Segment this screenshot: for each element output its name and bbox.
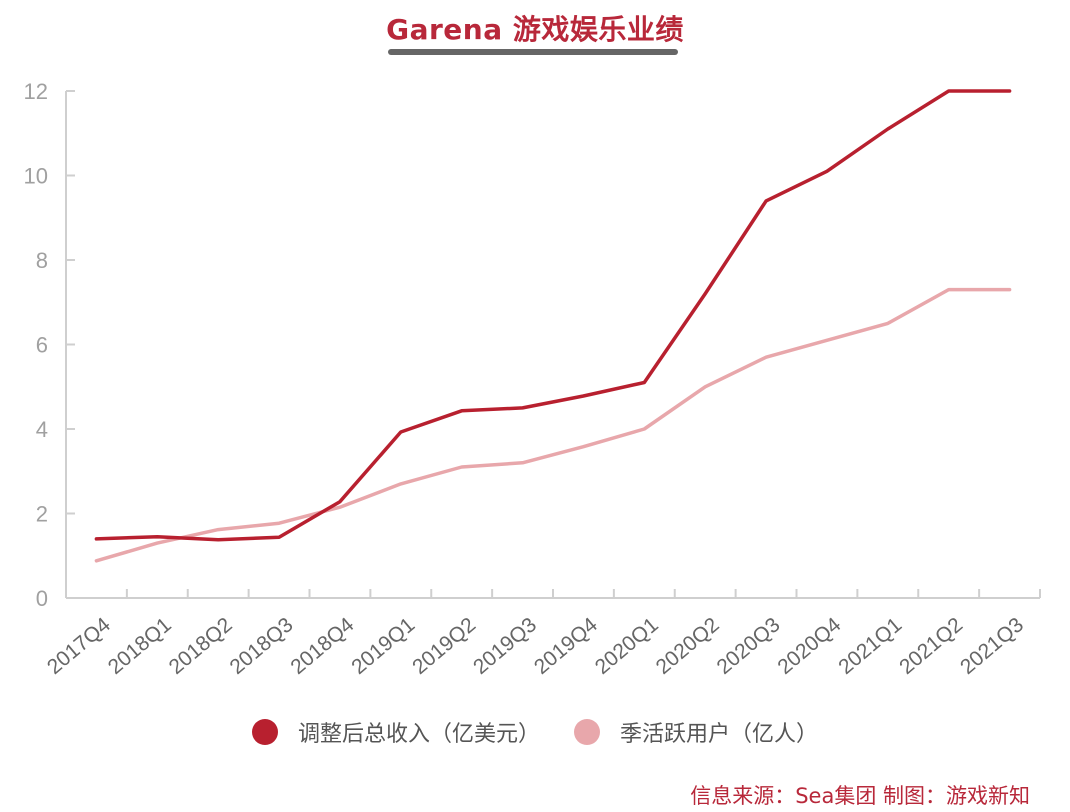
x-tick-label: 2018Q2 [165, 613, 237, 679]
x-tick-label: 2018Q1 [104, 613, 176, 679]
legend-dot-icon [251, 719, 278, 745]
x-tick-label: 2019Q2 [408, 613, 480, 679]
legend: 调整后总收入（亿美元） 季活跃用户（亿人） [0, 716, 1070, 748]
x-tick-label: 2020Q4 [773, 613, 845, 679]
chart-title-wrap: Garena 游戏娱乐业绩 [0, 12, 1070, 48]
x-tick-label: 2020Q3 [713, 613, 785, 679]
legend-item-revenue: 调整后总收入（亿美元） [251, 716, 540, 748]
x-tick-label: 2017Q4 [43, 613, 115, 679]
y-tick-label: 0 [36, 586, 48, 611]
x-tick-label: 2020Q1 [591, 613, 663, 679]
x-tick-label: 2018Q4 [286, 613, 358, 679]
x-tick-label: 2018Q3 [226, 613, 298, 679]
title-underline [388, 49, 678, 55]
legend-dot-icon [574, 719, 600, 745]
line-chart: 0246810122017Q42018Q12018Q22018Q32018Q42… [24, 79, 1041, 679]
x-tick-label: 2019Q3 [469, 613, 541, 679]
users-line [94, 287, 1012, 563]
y-tick-label: 4 [36, 417, 48, 442]
x-tick-label: 2021Q2 [895, 613, 967, 679]
revenue-line [94, 89, 1012, 542]
x-tick-label: 2019Q4 [530, 613, 602, 679]
y-tick-label: 6 [36, 333, 48, 358]
source-note: 信息来源：Sea集团 制图：游戏新知 [690, 784, 1030, 808]
chart-title: Garena 游戏娱乐业绩 [386, 13, 684, 46]
x-tick-label: 2019Q1 [347, 613, 419, 679]
y-tick-label: 8 [36, 248, 48, 273]
y-tick-label: 12 [24, 79, 48, 104]
legend-item-users: 季活跃用户（亿人） [574, 716, 818, 748]
x-tick-label: 2020Q2 [652, 613, 724, 679]
y-tick-label: 10 [24, 164, 48, 189]
x-tick-label: 2021Q1 [834, 613, 906, 679]
legend-label-revenue: 调整后总收入（亿美元） [297, 722, 540, 747]
legend-label-users: 季活跃用户（亿人） [620, 722, 819, 747]
y-tick-label: 2 [36, 502, 48, 527]
x-tick-label: 2021Q3 [956, 613, 1028, 679]
